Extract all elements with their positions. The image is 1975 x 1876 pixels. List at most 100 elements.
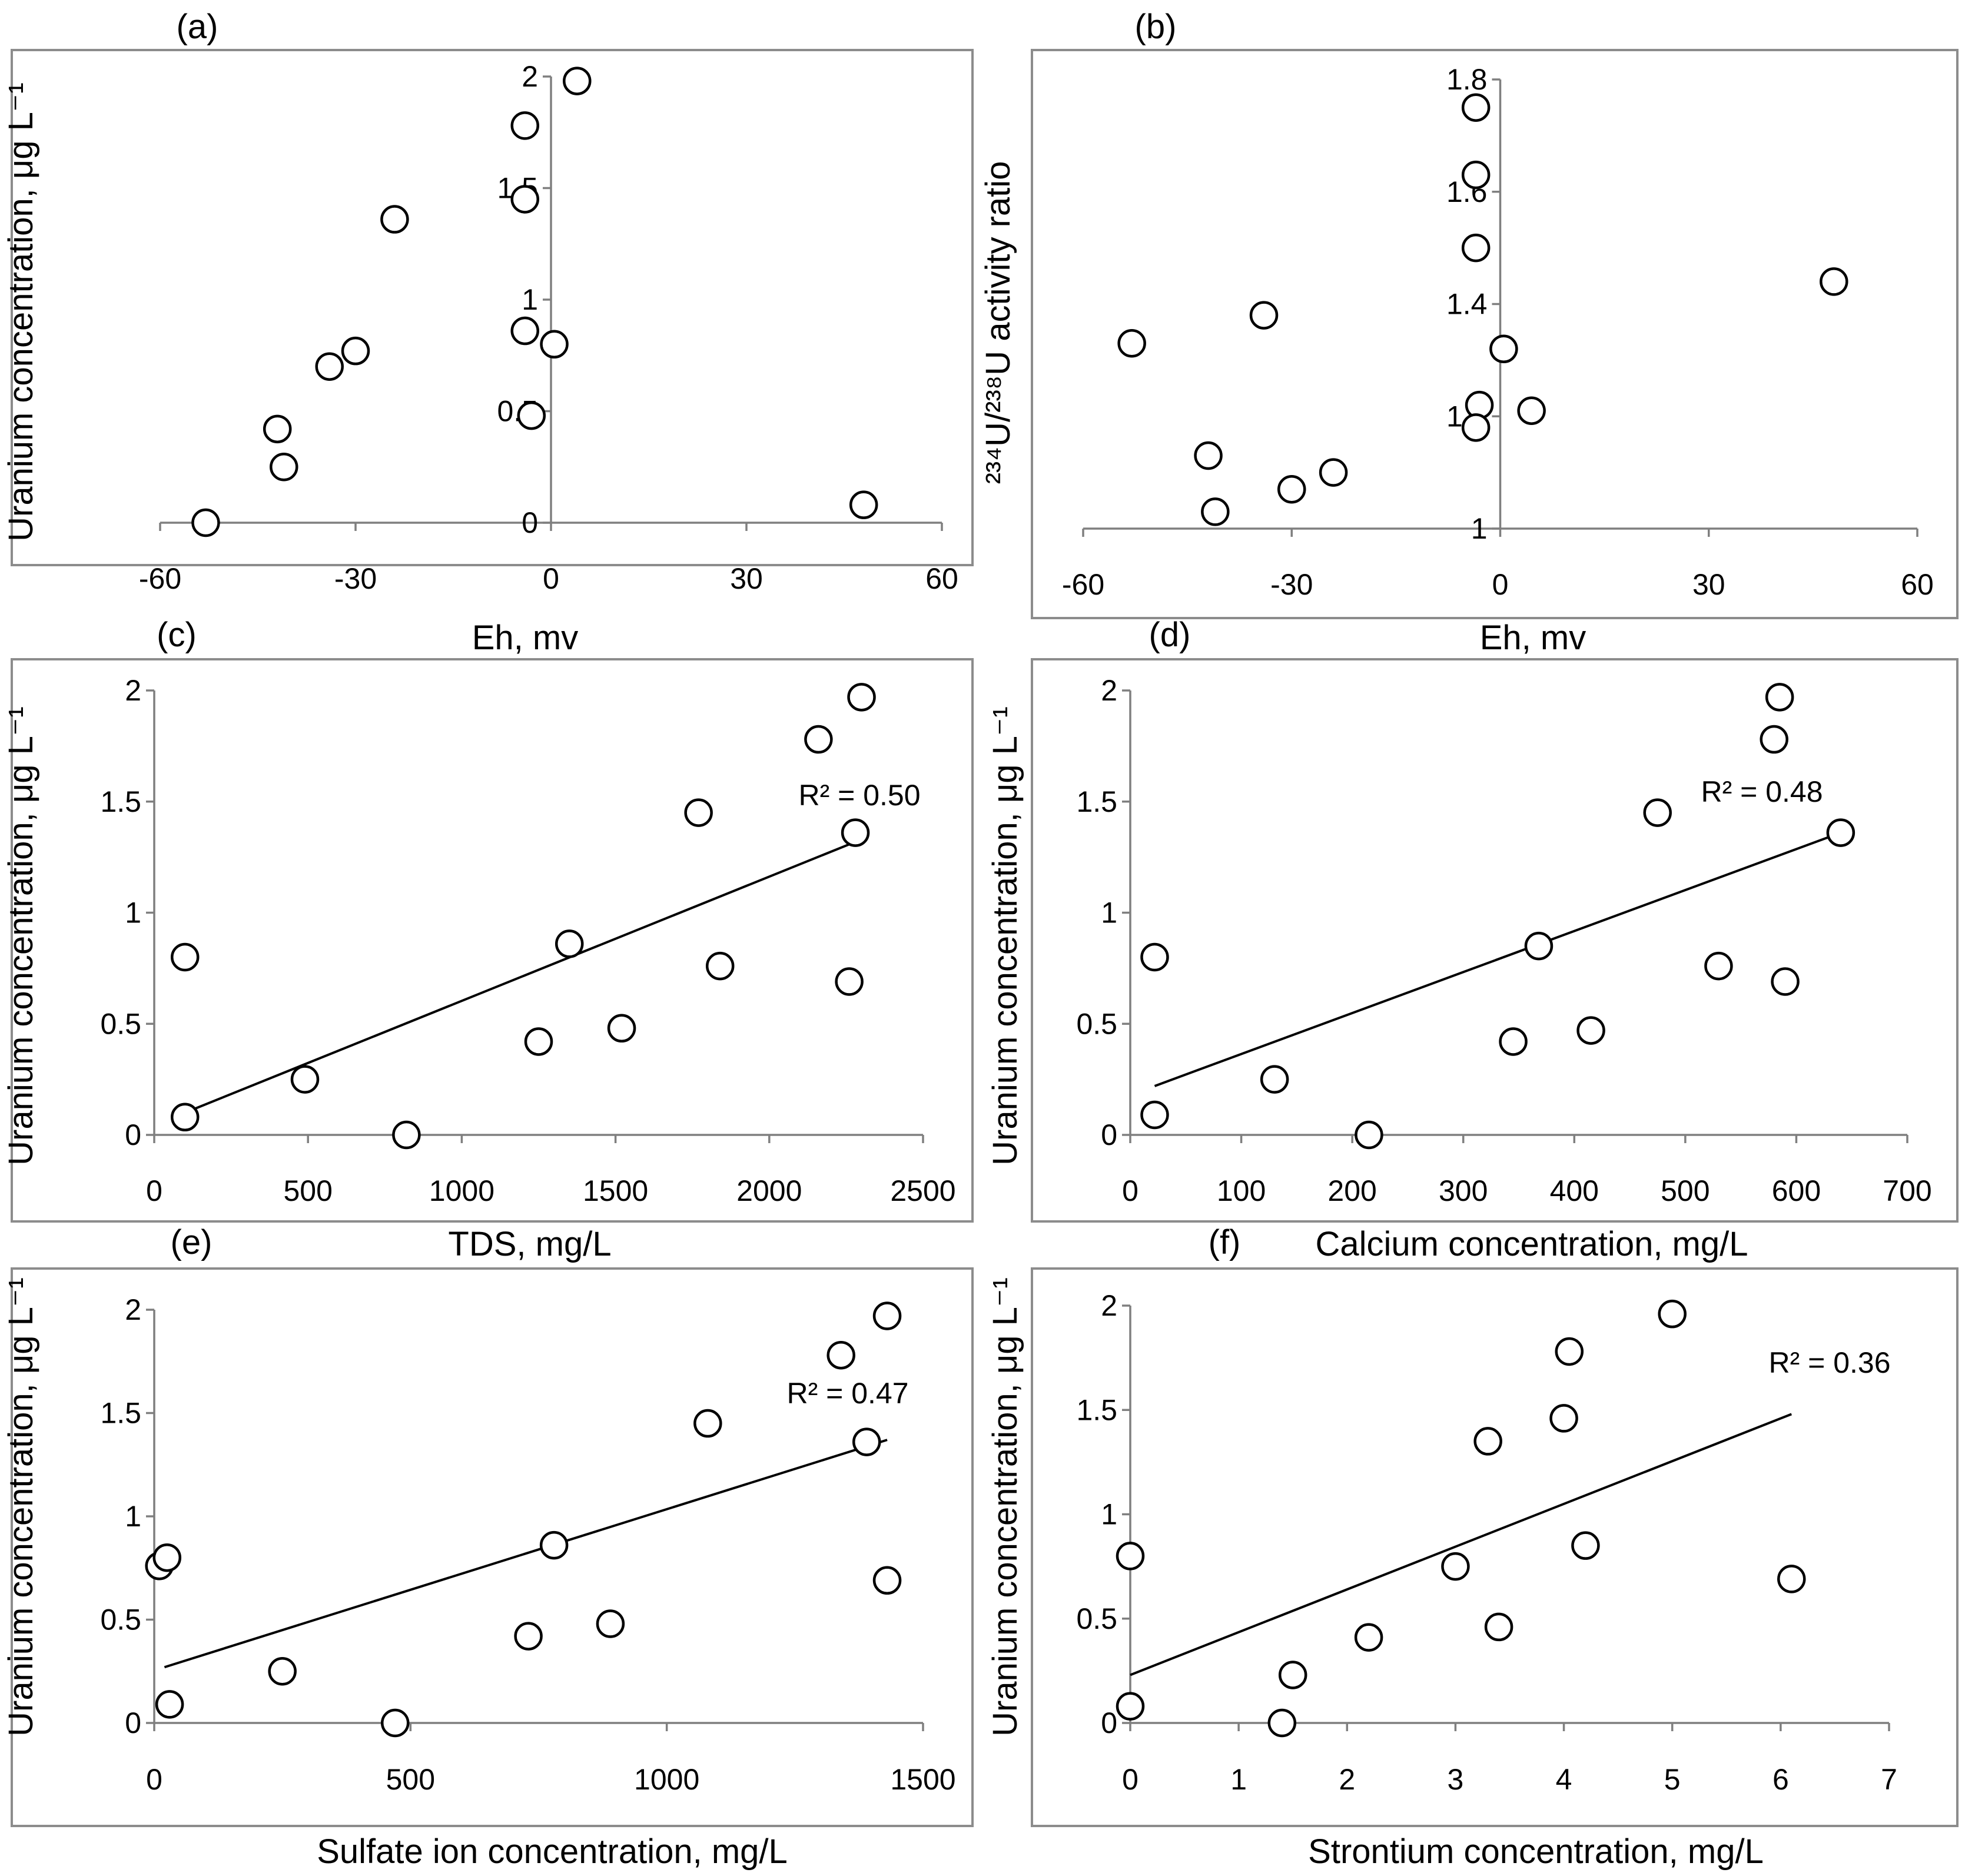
chart-frame [11,1267,974,1827]
data-point [539,1530,569,1560]
y-tick-label: 2 [1101,1289,1117,1322]
data-point [392,1120,421,1150]
y-tick-label: 1 [1101,1498,1117,1531]
data-point [684,798,713,827]
r-squared-label: R² = 0.48 [1701,775,1823,808]
data-point [872,1301,902,1330]
chart-panel-f: 0 1 2 3 4 5 6 7 0 0.5 1 1.5 2 R² = 0.36 (f) Strontium c… [986,1223,1959,1871]
y-axis-title: Uranium concentration, μg L⁻¹ [2,82,40,542]
panel-label: (c) [157,616,197,654]
y-axis-title: Uranium concentration, μg L⁻¹ [986,1277,1024,1736]
data-point [524,1027,553,1056]
data-point [563,67,592,95]
x-tick-label: -30 [1270,568,1313,601]
data-point [1461,160,1491,190]
x-axis-title: Eh, mv [472,619,579,657]
trendline [1130,1413,1793,1676]
panel-label: (d) [1149,616,1191,654]
y-axis-title: ²³⁴U/²³⁸U activity ratio [979,161,1017,484]
data-point [1117,329,1146,358]
x-tick-label: 0 [543,562,559,595]
x-tick-label: 60 [925,562,958,595]
data-point [852,1427,881,1456]
x-tick-label: 0 [1122,1763,1138,1796]
y-tick-label: 0 [125,1706,141,1739]
x-axis-title: Strontium concentration, mg/L [1308,1832,1764,1871]
x-tick-label: 30 [730,562,763,595]
x-tick-label: -30 [334,562,377,595]
x-tick-label: 2500 [890,1174,955,1207]
x-tick-label: 60 [1901,568,1934,601]
y-tick-label: 0 [1101,1706,1117,1739]
data-point [1194,441,1223,470]
data-point [514,1622,543,1651]
data-point [826,1340,855,1370]
y-tick-label: 0 [1101,1118,1117,1151]
y-tick-label: 2 [1101,674,1117,707]
data-point [1355,1120,1383,1150]
data-point [835,967,864,996]
x-tick-label: 5 [1664,1763,1681,1796]
y-tick-label: 1.5 [100,1397,141,1430]
data-point [152,1543,182,1572]
data-point [1441,1552,1470,1581]
data-point [510,185,539,214]
data-point [1771,967,1800,996]
data-point [341,336,370,366]
x-tick-label: 30 [1692,568,1725,601]
data-point [1116,1542,1145,1570]
data-point [693,1409,722,1438]
data-point [510,316,539,346]
x-tick-label: 600 [1772,1174,1821,1207]
y-tick-label: 1.4 [1446,288,1488,321]
y-tick-label: 2 [125,674,141,707]
data-point [1267,1708,1297,1738]
x-axis-title: Sulfate ion concentration, mg/L [317,1832,788,1871]
data-point [1260,1065,1289,1094]
data-point [1140,942,1169,972]
y-tick-label: 1.5 [100,785,141,818]
y-tick-label: 0.5 [1076,1007,1117,1040]
x-tick-label: 2 [1339,1763,1355,1796]
y-tick-label: 0 [522,506,538,539]
panel-label: (f) [1209,1223,1241,1261]
y-tick-label: 0 [125,1118,141,1151]
y-tick-label: 1 [1471,512,1488,545]
r-squared-label: R² = 0.50 [798,779,920,812]
data-point [1461,93,1491,122]
x-tick-label: 400 [1550,1174,1599,1207]
data-point [596,1609,625,1638]
data-point [1499,1027,1528,1056]
data-point [804,725,833,754]
data-point [170,1103,200,1132]
data-point [1116,1692,1145,1721]
x-tick-label: 0 [146,1174,162,1207]
data-point [1576,1016,1605,1045]
panel-label: (b) [1135,8,1177,46]
chart-frame [1031,658,1959,1223]
chart-frame [11,49,974,566]
trendline [164,1439,888,1669]
panel-label: (a) [177,8,218,46]
r-squared-label: R² = 0.36 [1768,1346,1890,1379]
data-point [1524,931,1554,961]
data-point [1820,267,1848,296]
panel-label: (e) [171,1223,213,1261]
data-point [270,453,298,482]
data-point [380,1708,410,1738]
data-point [191,508,220,537]
chart-frame [11,658,974,1223]
data-point [510,111,539,140]
x-axis-title: Eh, mv [1480,619,1586,657]
chart-panel-e: 0 500 1000 1500 0 0.5 1 1.5 2 R² = 0.47 (e) Sulfate… [2,1223,974,1871]
data-point [1643,798,1672,827]
data-point [1140,1100,1169,1130]
r-squared-label: R² = 0.47 [786,1377,908,1410]
data-point [1555,1337,1584,1366]
y-tick-label: 1.5 [1076,1393,1117,1426]
x-tick-label: 1000 [634,1763,699,1796]
x-tick-label: 1 [1230,1763,1247,1796]
y-tick-label: 1 [125,897,141,929]
x-tick-label: 3 [1448,1763,1464,1796]
